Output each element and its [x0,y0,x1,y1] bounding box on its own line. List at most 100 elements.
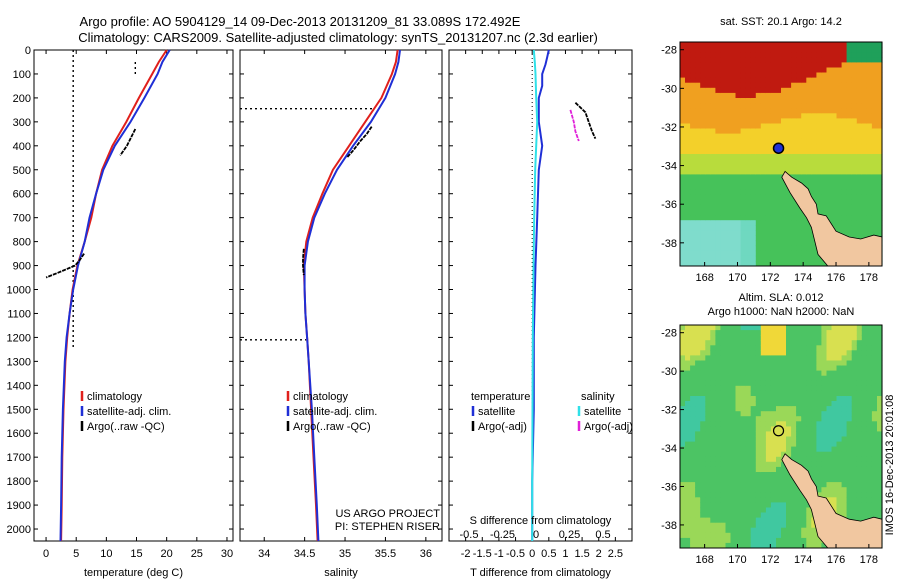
map-cell [745,461,752,468]
map-cell [776,466,782,473]
map-cell [720,199,726,206]
map-cell [770,532,777,539]
map-cell [811,532,817,539]
map-cell [700,245,706,252]
map-cell [877,482,883,488]
map-cell [866,123,873,130]
map-cell [745,220,752,226]
map-cell [776,67,782,74]
map-cell [836,365,843,372]
map-x-tick-label: 168 [695,272,713,284]
map-cell [836,133,843,140]
map-cell [685,416,691,422]
map-cell [786,426,792,432]
map-cell [786,138,792,145]
map-cell [690,380,696,387]
map-cell [826,431,833,437]
map-cell [750,72,757,79]
map-cell [851,340,858,346]
map-cell [801,527,807,534]
map-cell [730,416,737,422]
map-cell [851,396,858,402]
map-cell [725,42,732,48]
map-cell [816,123,822,130]
map-cell [821,62,827,68]
map-y-tick-label: -30 [661,83,677,95]
map-cell [776,194,782,201]
map-cell [791,123,797,130]
map-cell [760,77,767,84]
map-cell [836,446,843,453]
map-cell [796,426,802,432]
map-cell [755,325,762,331]
map-cell [821,260,827,267]
map-cell [740,62,747,68]
map-cell [836,98,843,104]
map-cell [871,507,878,514]
map-cell [705,446,711,453]
map-cell [836,461,843,468]
map-cell [846,220,853,226]
y-tick-label: 1500 [7,404,31,416]
map-cell [710,123,716,130]
map-cell [730,240,737,247]
map-cell [745,380,752,387]
map-cell [750,411,757,417]
map-cell [776,204,782,211]
map-cell [781,108,787,114]
map-cell [705,123,711,130]
map-cell [811,52,817,58]
map-cell [776,47,782,53]
map-cell [861,421,868,427]
map-cell [735,260,742,267]
map-cell [836,128,843,135]
map-cell [786,230,792,236]
map-cell [856,189,863,196]
map-cell [781,497,787,503]
map-cell [786,210,792,216]
map-cell [745,345,752,351]
map-cell [710,148,716,155]
map-cell [695,350,701,356]
map-cell [796,512,802,519]
map-cell [745,340,752,346]
map-cell [700,159,706,165]
map-cell [781,189,787,196]
map-cell [685,492,691,498]
map-cell [735,441,742,448]
map-cell [745,360,752,367]
map-cell [720,154,726,160]
map-title: sat. SST: 20.1 Argo: 14.2 [720,16,842,28]
map-cell [760,62,767,68]
map-cell [740,159,747,165]
map-cell [715,482,721,488]
map-cell [740,406,747,412]
map-cell [695,406,701,412]
map-cell [801,421,807,427]
map-cell [765,128,772,135]
map-cell [720,345,726,351]
map-cell [791,517,797,524]
map-cell [877,128,883,135]
map-cell [765,98,772,104]
map-cell [851,335,858,341]
map-cell [715,57,721,63]
map-cell [776,103,782,109]
map-cell [846,385,853,392]
map-cell [730,82,737,89]
map-cell [745,527,752,534]
map-cell [720,138,726,145]
map-cell [861,159,868,165]
map-cell [836,143,843,150]
map-cell [715,421,721,427]
map-cell [866,210,873,216]
map-cell [685,436,691,443]
map-cell [851,355,858,361]
map-cell [786,416,792,422]
map-cell [710,436,716,443]
map-cell [680,143,686,150]
map-cell [730,436,737,443]
map-cell [831,335,838,341]
map-cell [725,133,732,140]
map-cell [750,154,757,160]
